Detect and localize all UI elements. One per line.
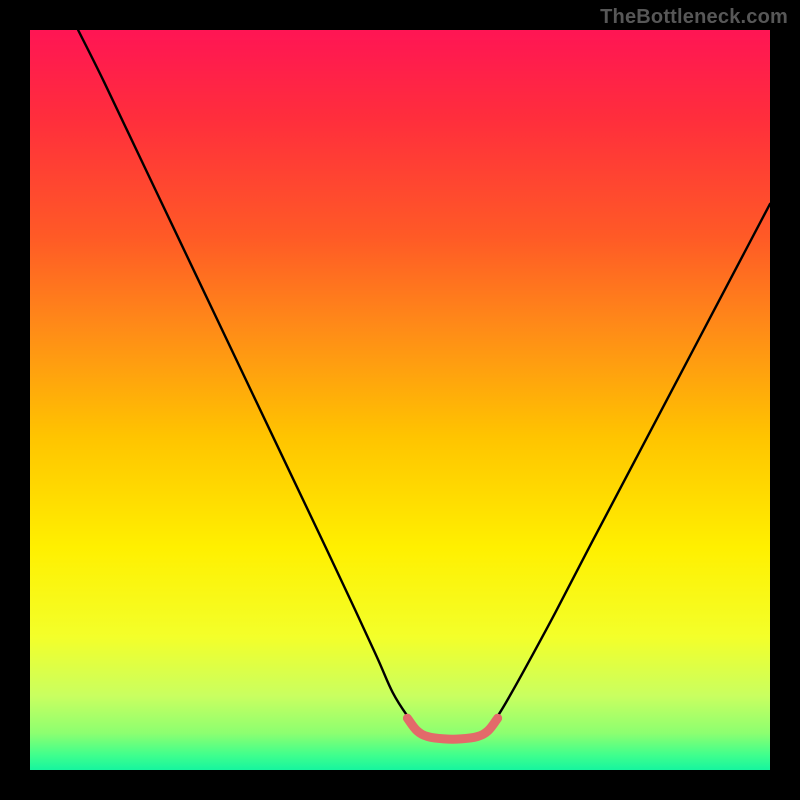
plot-background [30, 30, 770, 770]
chart-svg [0, 0, 800, 800]
watermark-text: TheBottleneck.com [600, 6, 788, 29]
chart-stage: TheBottleneck.com [0, 0, 800, 800]
